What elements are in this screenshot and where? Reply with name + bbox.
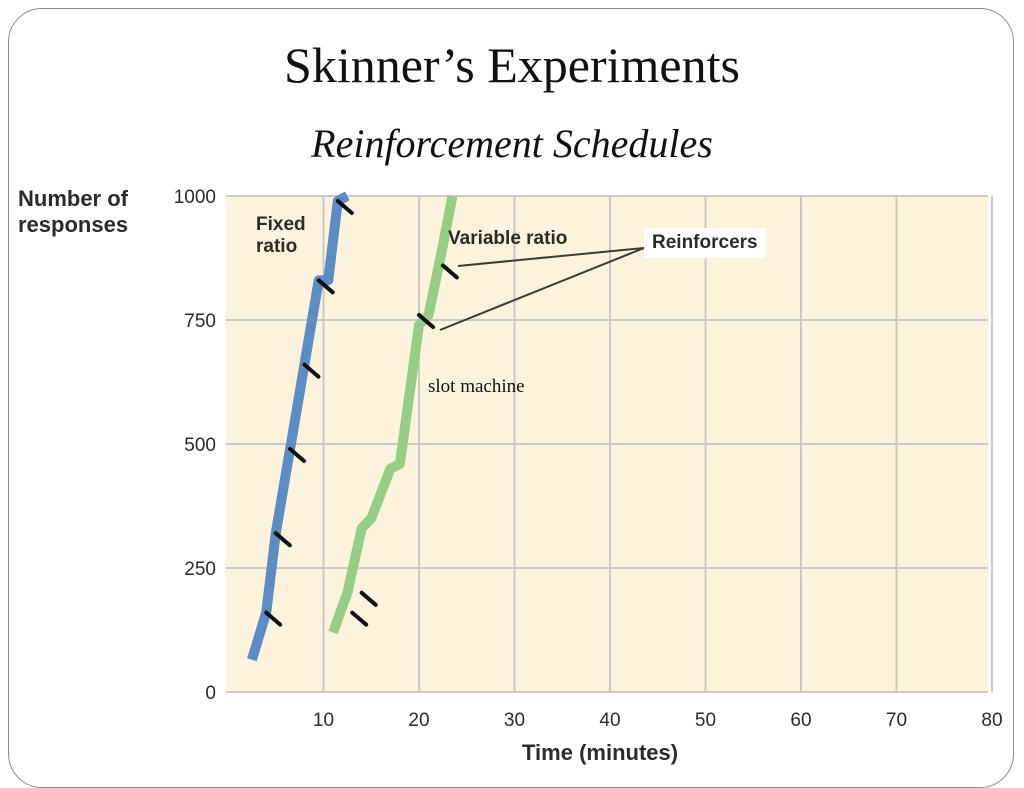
y-tick-label: 250: [184, 559, 216, 580]
slot-machine-annotation: slot machine: [428, 376, 525, 397]
fixed-reinforcer-mark: [273, 531, 292, 548]
fixed-reinforcer-mark: [335, 198, 354, 215]
x-tick-label: 80: [981, 710, 1002, 731]
y-tick-label: 0: [205, 683, 216, 704]
slide-title: Skinner’s Experiments: [284, 37, 740, 93]
fixed-ratio-label: Fixed ratio: [256, 214, 306, 257]
variable-reinforcer-mark: [440, 263, 459, 280]
slide-subtitle: Reinforcement Schedules: [311, 121, 713, 166]
y-axis-label: Number of responses: [18, 186, 129, 237]
chart: 10 20 30 40 50 60 70 80 0 250 500 750 1000: [174, 187, 1003, 731]
fixed-reinforcer-mark: [288, 446, 307, 463]
x-tick-label: 30: [504, 710, 525, 731]
x-tick-label: 20: [408, 710, 429, 731]
fixed-reinforcer-mark: [264, 610, 283, 627]
reinforcers-callout: Reinforcers: [644, 228, 766, 258]
x-tick-label: 40: [599, 710, 620, 731]
x-axis-label: Time (minutes): [522, 740, 679, 765]
y-tick-label: 750: [184, 311, 216, 332]
x-tick-label: 10: [313, 710, 334, 731]
y-tick-label: 1000: [174, 187, 216, 208]
variable-ratio-label: Variable ratio: [448, 228, 568, 249]
callout-pointer: [439, 247, 645, 331]
x-tick-label: 60: [790, 710, 811, 731]
variable-reinforcer-mark: [350, 610, 369, 627]
fixed-reinforcer-mark: [302, 362, 321, 379]
variable-ratio-line: [328, 195, 458, 635]
callout-pointer: [457, 247, 645, 267]
fixed-reinforcer-mark: [316, 278, 335, 295]
x-tick-label: 70: [886, 710, 907, 731]
variable-reinforcer-mark: [417, 313, 435, 330]
variable-reinforcer-mark: [359, 590, 378, 607]
y-tick-label: 500: [184, 435, 216, 456]
x-tick-label: 50: [695, 710, 716, 731]
